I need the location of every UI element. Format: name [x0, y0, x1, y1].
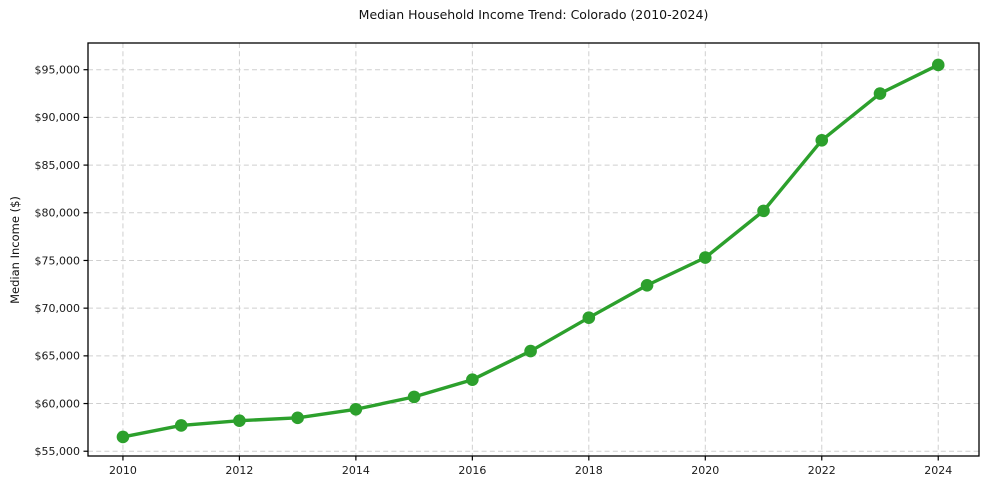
data-point — [233, 414, 246, 428]
y-tick-label: $90,000 — [35, 111, 81, 124]
x-tick-label: 2022 — [808, 464, 836, 477]
plot-border — [87, 42, 980, 457]
x-tick-label: 2016 — [458, 464, 486, 477]
data-point — [174, 419, 188, 432]
y-tick-label: $75,000 — [35, 254, 81, 267]
y-tick-label: $85,000 — [35, 159, 81, 172]
chart-title: Median Household Income Trend: Colorado … — [358, 7, 709, 22]
data-point — [815, 133, 829, 147]
y-tick-label: $70,000 — [35, 302, 81, 315]
x-tick-label: 2010 — [109, 464, 137, 477]
y-tick-label: $60,000 — [35, 397, 81, 410]
data-point — [116, 430, 130, 444]
data-point — [349, 402, 363, 416]
x-tick-label: 2018 — [575, 464, 603, 477]
data-point — [524, 344, 537, 358]
trend-line — [121, 63, 940, 439]
data-point — [582, 311, 596, 324]
data-point — [640, 278, 654, 292]
x-tick-label: 2012 — [225, 464, 253, 477]
x-tick-label: 2014 — [342, 464, 370, 477]
data-point — [873, 87, 887, 100]
data-point — [291, 411, 304, 425]
y-tick-label: $95,000 — [35, 64, 81, 77]
data-point — [931, 58, 945, 72]
x-tick-label: 2024 — [924, 464, 952, 477]
data-point — [698, 251, 712, 264]
y-tick-label: $55,000 — [35, 445, 81, 458]
data-point — [466, 373, 479, 386]
x-tick-label: 2020 — [691, 464, 719, 477]
y-tick-label: $80,000 — [35, 207, 81, 220]
data-point — [757, 204, 770, 218]
data-point — [407, 390, 421, 404]
y-tick-label: $65,000 — [35, 350, 81, 363]
